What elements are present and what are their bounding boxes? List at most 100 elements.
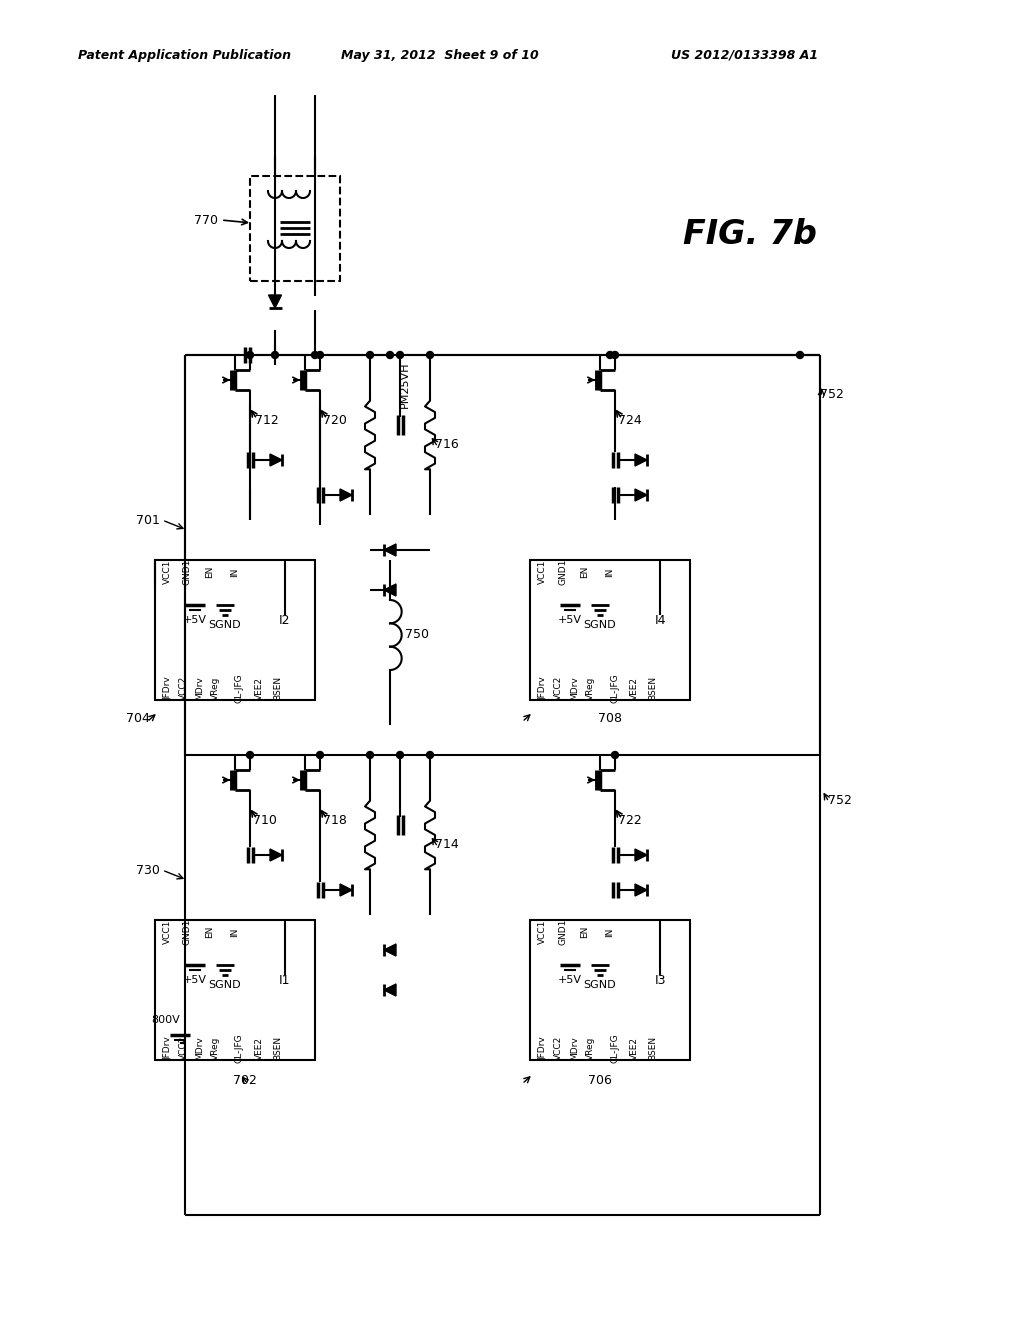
Polygon shape [268, 294, 282, 308]
Polygon shape [635, 884, 647, 896]
Polygon shape [384, 544, 396, 556]
Text: SGND: SGND [209, 979, 242, 990]
Text: SGND: SGND [209, 620, 242, 630]
Circle shape [427, 351, 433, 359]
Polygon shape [635, 488, 647, 502]
Text: 752: 752 [828, 793, 852, 807]
Text: VCC1: VCC1 [163, 920, 172, 944]
Text: JFDrv: JFDrv [163, 1036, 172, 1060]
Text: GND1: GND1 [183, 919, 193, 945]
Text: VReg: VReg [586, 676, 595, 700]
Text: 718: 718 [323, 813, 347, 826]
Text: EN: EN [580, 925, 589, 939]
Circle shape [247, 351, 254, 359]
Text: SGND: SGND [584, 979, 616, 990]
Text: VCC2: VCC2 [554, 1036, 563, 1060]
Text: CL-JFG: CL-JFG [234, 673, 244, 702]
Text: JFDrv: JFDrv [538, 676, 547, 700]
Circle shape [367, 751, 374, 759]
Bar [250, 176, 340, 281]
Text: 730: 730 [136, 863, 160, 876]
Text: 702: 702 [233, 1073, 257, 1086]
Text: EN: EN [205, 566, 214, 578]
Text: EN: EN [580, 566, 589, 578]
Text: I1: I1 [280, 974, 291, 986]
Text: 800V: 800V [152, 1015, 180, 1026]
Text: BSEN: BSEN [273, 1036, 282, 1060]
Text: VEE2: VEE2 [255, 1036, 264, 1060]
Circle shape [316, 751, 324, 759]
Text: CL-JFG: CL-JFG [610, 1034, 618, 1063]
Text: May 31, 2012  Sheet 9 of 10: May 31, 2012 Sheet 9 of 10 [341, 49, 539, 62]
Circle shape [427, 751, 433, 759]
Text: 710: 710 [253, 813, 276, 826]
Text: VEE2: VEE2 [630, 1036, 639, 1060]
Circle shape [797, 351, 804, 359]
Circle shape [367, 351, 374, 359]
Text: +5V: +5V [183, 975, 207, 985]
Polygon shape [270, 849, 282, 861]
Circle shape [386, 351, 393, 359]
Circle shape [311, 351, 318, 359]
Text: 712: 712 [255, 413, 279, 426]
Text: US 2012/0133398 A1: US 2012/0133398 A1 [672, 49, 818, 62]
Polygon shape [384, 983, 396, 997]
Text: 706: 706 [588, 1073, 612, 1086]
Text: SGND: SGND [584, 620, 616, 630]
Polygon shape [270, 454, 282, 466]
Text: IN: IN [230, 928, 239, 937]
Text: 752: 752 [820, 388, 844, 401]
Text: PM25VH: PM25VH [400, 362, 410, 408]
Text: VEE2: VEE2 [255, 676, 264, 700]
Polygon shape [635, 849, 647, 861]
Text: VEE2: VEE2 [630, 676, 639, 700]
Bar [530, 920, 690, 1060]
Text: IN: IN [230, 568, 239, 577]
Text: I2: I2 [280, 614, 291, 627]
Circle shape [396, 351, 403, 359]
Text: VCC1: VCC1 [538, 920, 547, 944]
Text: GND1: GND1 [558, 558, 567, 585]
Text: IN: IN [605, 928, 614, 937]
Text: FIG. 7b: FIG. 7b [683, 219, 817, 252]
Text: 704: 704 [126, 711, 150, 725]
Text: 714: 714 [435, 838, 459, 851]
Circle shape [611, 751, 618, 759]
Text: VCC1: VCC1 [538, 560, 547, 585]
Text: VCC1: VCC1 [163, 560, 172, 585]
Text: MDrv: MDrv [570, 1036, 579, 1060]
Text: GND1: GND1 [183, 558, 193, 585]
Polygon shape [340, 488, 352, 502]
Text: BSEN: BSEN [648, 676, 657, 700]
Text: BSEN: BSEN [273, 676, 282, 700]
Bar [155, 920, 315, 1060]
Polygon shape [384, 944, 396, 956]
Bar [155, 560, 315, 700]
Text: EN: EN [205, 925, 214, 939]
Text: JFDrv: JFDrv [163, 676, 172, 700]
Circle shape [611, 351, 618, 359]
Text: +5V: +5V [558, 975, 582, 985]
Text: CL-JFG: CL-JFG [234, 1034, 244, 1063]
Text: IN: IN [605, 568, 614, 577]
Polygon shape [635, 454, 647, 466]
Bar [530, 560, 690, 700]
Text: 750: 750 [406, 628, 429, 642]
Polygon shape [340, 884, 352, 896]
Text: JFDrv: JFDrv [538, 1036, 547, 1060]
Text: Patent Application Publication: Patent Application Publication [79, 49, 292, 62]
Text: VReg: VReg [211, 676, 220, 700]
Text: 720: 720 [323, 413, 347, 426]
Text: VCC2: VCC2 [179, 1036, 188, 1060]
Text: 770: 770 [194, 214, 218, 227]
Circle shape [316, 351, 324, 359]
Circle shape [606, 351, 613, 359]
Text: BSEN: BSEN [648, 1036, 657, 1060]
Text: 716: 716 [435, 438, 459, 451]
Text: VReg: VReg [211, 1036, 220, 1060]
Text: 708: 708 [598, 711, 622, 725]
Text: +5V: +5V [558, 615, 582, 624]
Text: 722: 722 [618, 813, 642, 826]
Circle shape [247, 751, 254, 759]
Text: VReg: VReg [586, 1036, 595, 1060]
